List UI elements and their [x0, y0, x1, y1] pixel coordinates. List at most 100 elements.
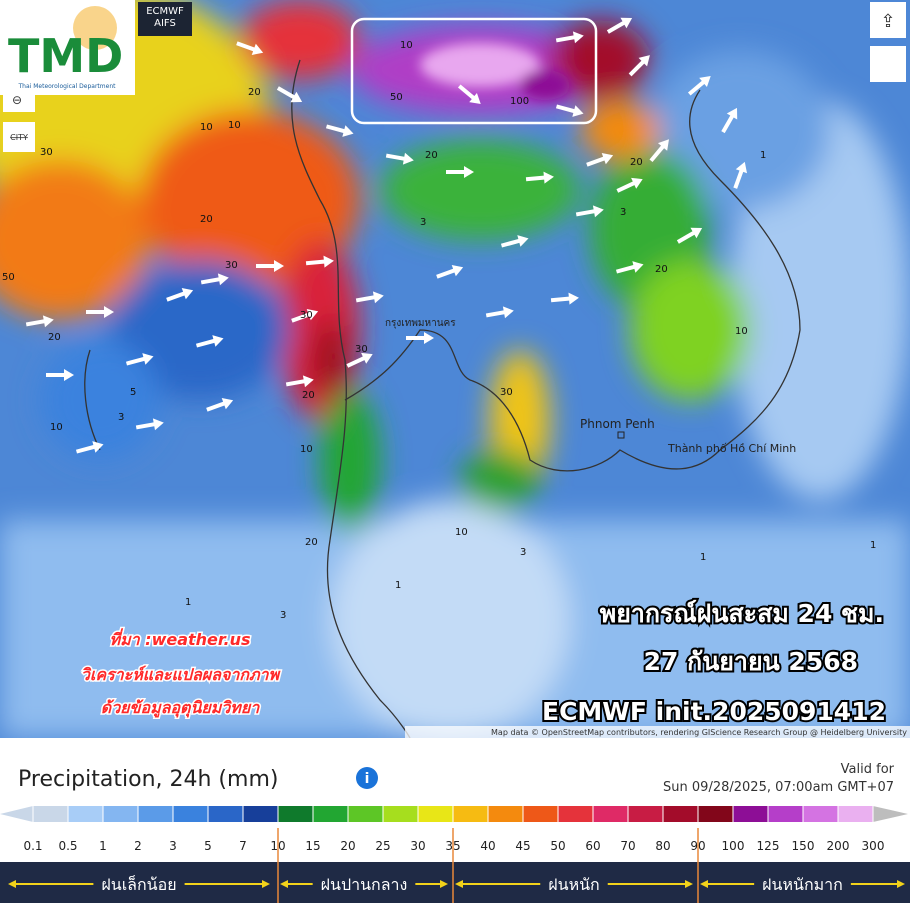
logo-subtitle: Thai Meteorological Department	[18, 83, 117, 90]
color-cell	[768, 806, 803, 822]
contour-label: 20	[655, 264, 668, 275]
color-cell	[488, 806, 523, 822]
contour-label: 3	[620, 207, 626, 218]
arrow-head	[685, 880, 693, 888]
overlay-init: ECMWF init.2025091412	[542, 697, 886, 726]
overlay-title: พยากรณ์ฝนสะสม 24 ชม.	[600, 599, 884, 628]
source-line: ที่มา :weather.us	[110, 628, 251, 649]
overlay-text: พยากรณ์ฝนสะสม 24 ชม. 27 กันยายน 2568 ECM…	[540, 597, 888, 728]
wind-arrow	[385, 152, 414, 165]
scale-label: 5	[204, 839, 212, 853]
category-label: ฝนปานกลาง	[321, 875, 408, 894]
wind-arrow	[195, 335, 224, 348]
wind-arrow	[606, 17, 633, 34]
arrow-head	[8, 880, 16, 888]
city-toggle[interactable]	[3, 122, 35, 152]
contour-label: 1	[760, 150, 766, 161]
share-icon: ⇪	[880, 11, 895, 32]
scale-label: 70	[620, 839, 635, 853]
contour-label: 30	[40, 147, 53, 158]
wind-arrow	[285, 375, 314, 388]
scale-label: 2	[134, 839, 142, 853]
contour-label: 3	[118, 412, 124, 423]
arrow-head	[280, 880, 288, 888]
scale-label: 80	[655, 839, 670, 853]
category-label: ฝนเล็กน้อย	[101, 874, 176, 894]
zoom-icon: ⊖	[12, 93, 22, 107]
color-cell	[278, 806, 313, 822]
scale-label: 20	[340, 839, 355, 853]
place-label: กรุงเทพมหานคร	[385, 318, 456, 329]
wind-arrow	[206, 397, 234, 412]
info-button[interactable]	[356, 767, 378, 789]
color-cell	[208, 806, 243, 822]
contour-label: 1	[870, 540, 876, 551]
contour-label: 10	[300, 444, 313, 455]
contour-label: 3	[420, 217, 426, 228]
precip-field	[0, 0, 910, 738]
share-button[interactable]	[870, 2, 906, 38]
scale-label: 3	[169, 839, 177, 853]
source-line: ด้วยข้อมูลอุตุนิยมวิทยา	[101, 698, 260, 718]
category-label: ฝนหนัก	[548, 875, 599, 894]
arrow-head	[440, 880, 448, 888]
contour-label: 10	[200, 122, 213, 133]
wind-arrow	[575, 205, 604, 218]
scale-label: 25	[375, 839, 390, 853]
contour-label: 50	[390, 92, 403, 103]
category-label: ฝนหนักมาก	[762, 875, 843, 894]
color-cell	[348, 806, 383, 822]
contour-label: 100	[510, 96, 529, 107]
wind-arrows	[25, 17, 748, 454]
color-cell	[453, 806, 488, 822]
logo: TMD Thai Meteorological Department	[0, 0, 135, 95]
contour-label: 20	[200, 214, 213, 225]
scale-label: 200	[827, 839, 850, 853]
wind-arrow	[276, 86, 303, 103]
wind-arrow	[555, 31, 584, 44]
color-cell	[173, 806, 208, 822]
coastline	[84, 59, 801, 738]
contour-label: 10	[455, 527, 468, 538]
contour-label: 10	[50, 422, 63, 433]
wind-arrow	[406, 332, 434, 344]
wind-arrow	[200, 273, 229, 286]
contour-label: 50	[2, 272, 15, 283]
fullscreen-button[interactable]	[870, 46, 906, 82]
wind-arrow	[628, 55, 650, 77]
wind-arrow	[676, 227, 703, 244]
arrow-head	[262, 880, 270, 888]
contour-label: 5	[130, 387, 136, 398]
wind-arrow	[325, 124, 354, 137]
wind-arrow	[457, 84, 481, 104]
contour-label: 10	[228, 120, 241, 131]
contour-label: 3	[520, 547, 526, 558]
contour-label: 3	[280, 610, 286, 621]
contour-label: 10	[735, 326, 748, 337]
scale-label: 50	[550, 839, 565, 853]
contour-label: 1	[700, 552, 706, 563]
source-line: วิเคราะห์และแปลผลจากภาพ	[81, 665, 282, 684]
color-cell	[313, 806, 348, 822]
scale-label: 15	[305, 839, 320, 853]
legend-title: Precipitation, 24h (mm)	[18, 767, 278, 792]
scale-label: 150	[792, 839, 815, 853]
wind-arrow	[346, 352, 373, 368]
wind-arrow	[649, 139, 669, 163]
color-cell	[803, 806, 838, 822]
map: 20 10 30 20 50 20 10 30 10 5 3 10 30 20 …	[0, 0, 910, 738]
color-bar: 0.1 0.5 1 2 3 5 7 10 15 20 25 30 35 40 45 50 60 70 80 90 100…	[0, 806, 908, 853]
scale-label: 45	[515, 839, 530, 853]
wind-arrow	[166, 287, 194, 302]
arrow-head	[455, 880, 463, 888]
wind-arrow	[125, 353, 154, 366]
scale-label: 0.1	[23, 839, 42, 853]
highlight-box	[350, 17, 598, 125]
scale-label: 40	[480, 839, 495, 853]
wind-arrow	[500, 235, 529, 248]
color-cell	[103, 806, 138, 822]
wind-arrow	[525, 171, 554, 184]
scale-label: 0.5	[58, 839, 77, 853]
zoom-out[interactable]	[3, 88, 35, 112]
